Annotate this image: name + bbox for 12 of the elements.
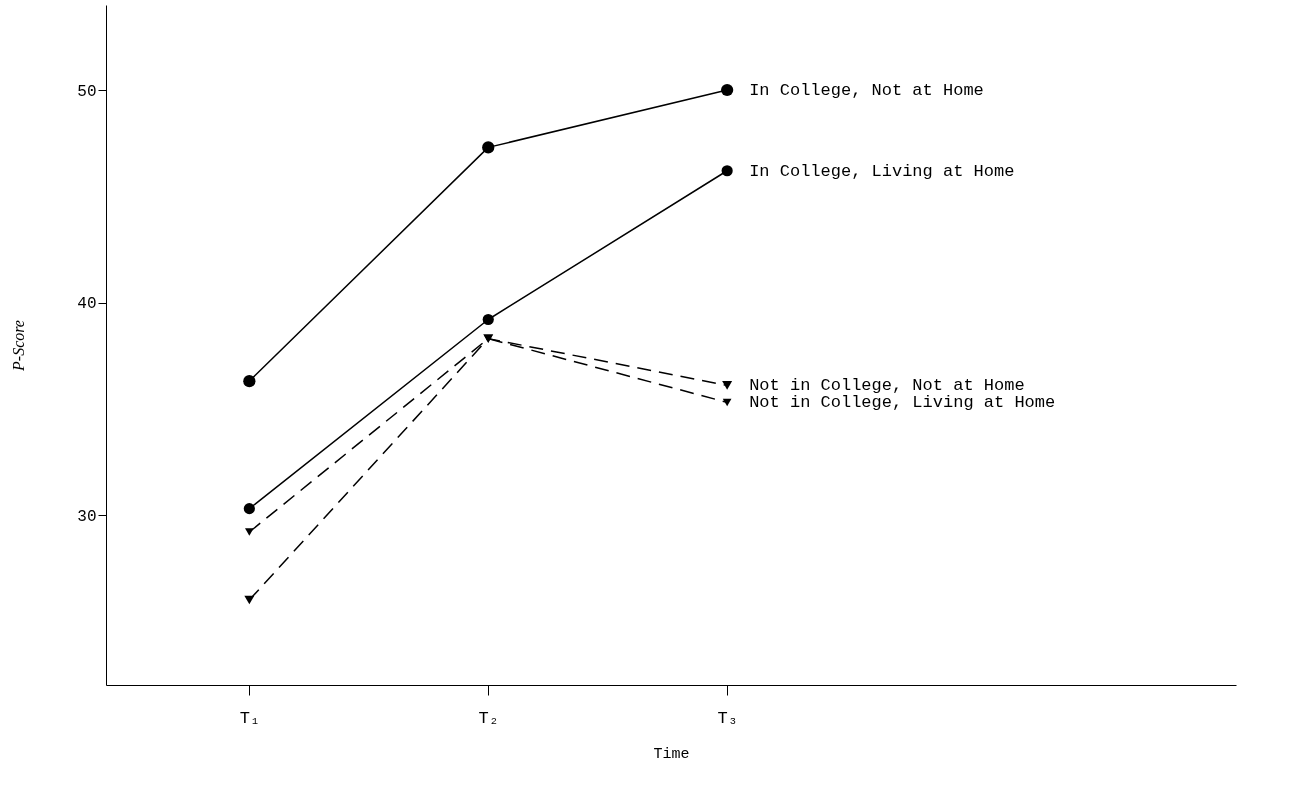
y-tick-label: 40	[77, 295, 97, 313]
x-tick-label: T₁	[239, 708, 261, 728]
y-tick-label: 50	[77, 82, 97, 101]
series-label: Not in College, Living at Home	[749, 393, 1056, 413]
y-axis-title: P-Score	[10, 320, 28, 372]
series-label: Not in College, Not at Home	[749, 376, 1025, 396]
y-tick-label: 30	[77, 507, 97, 526]
x-axis-title: Time	[653, 745, 690, 763]
series-label: In College, Not at Home	[749, 81, 984, 100]
x-tick-label: T₃	[717, 708, 738, 728]
x-tick-label: T₂	[478, 708, 499, 728]
series-label: In College, Living at Home	[749, 161, 1015, 181]
